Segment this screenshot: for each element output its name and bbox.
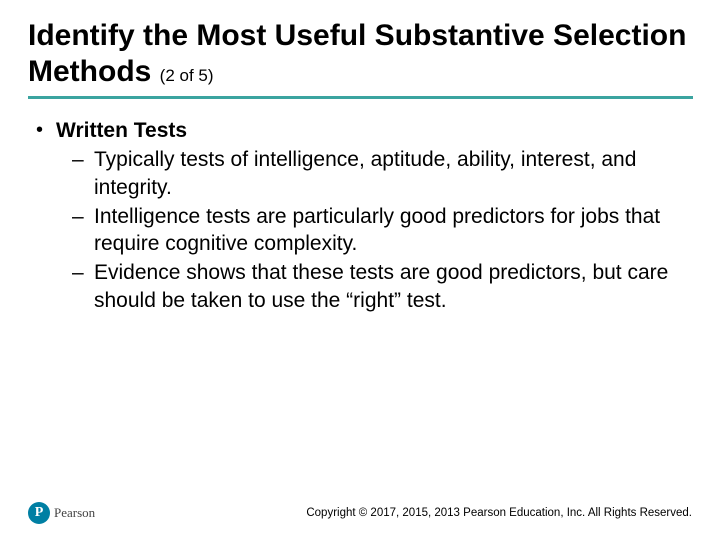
slide: Identify the Most Useful Substantive Sel…	[0, 0, 720, 540]
sub-bullet-item: – Typically tests of intelligence, aptit…	[36, 146, 692, 201]
sub-bullet-item: – Evidence shows that these tests are go…	[36, 259, 692, 314]
dash-marker: –	[72, 203, 94, 230]
dash-marker: –	[72, 146, 94, 173]
copyright-text: Copyright © 2017, 2015, 2013 Pearson Edu…	[306, 507, 692, 519]
footer: P Pearson Copyright © 2017, 2015, 2013 P…	[0, 502, 720, 524]
logo-icon: P	[28, 502, 50, 524]
title-counter: (2 of 5)	[160, 66, 214, 85]
sub-bullet-text: Typically tests of intelligence, aptitud…	[94, 146, 692, 201]
bullet-item: • Written Tests	[36, 117, 692, 144]
sub-bullet-item: – Intelligence tests are particularly go…	[36, 203, 692, 258]
content-area: • Written Tests – Typically tests of int…	[28, 117, 692, 314]
publisher-logo: P Pearson	[28, 502, 95, 524]
bullet-marker: •	[36, 117, 56, 143]
slide-title: Identify the Most Useful Substantive Sel…	[28, 18, 692, 90]
sub-bullet-text: Evidence shows that these tests are good…	[94, 259, 692, 314]
title-main: Identify the Most Useful Substantive Sel…	[28, 19, 686, 88]
dash-marker: –	[72, 259, 94, 286]
sub-bullet-text: Intelligence tests are particularly good…	[94, 203, 692, 258]
logo-brand: Pearson	[54, 505, 95, 521]
bullet-label: Written Tests	[56, 117, 187, 144]
title-divider	[28, 96, 693, 99]
